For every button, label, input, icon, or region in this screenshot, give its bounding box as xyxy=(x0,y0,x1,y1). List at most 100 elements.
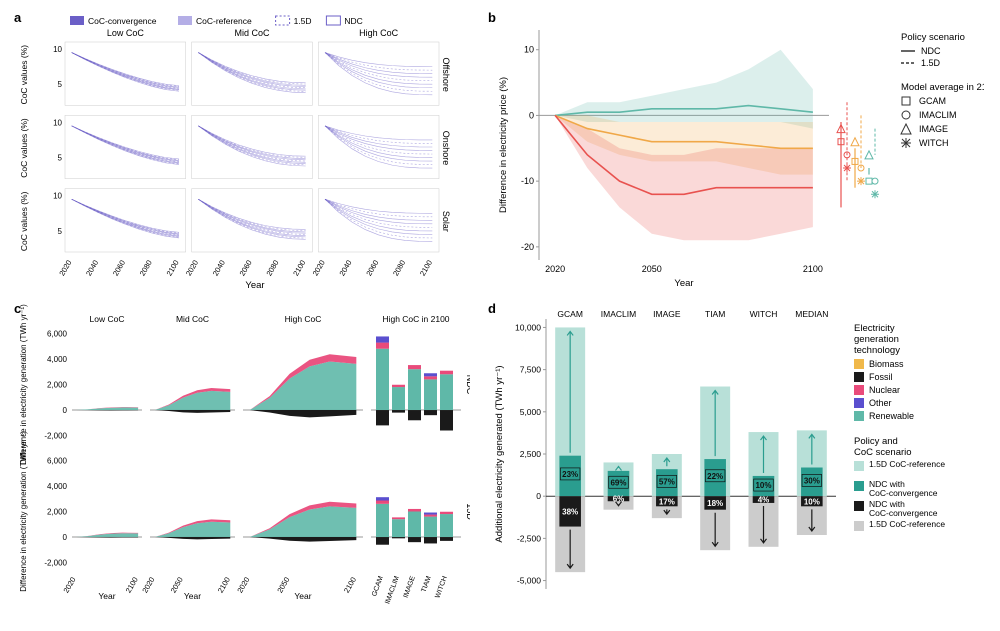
svg-text:4,000: 4,000 xyxy=(47,355,68,364)
svg-text:CoC scenario: CoC scenario xyxy=(854,447,912,458)
svg-text:Policy and: Policy and xyxy=(854,436,898,447)
svg-text:CoC-convergence: CoC-convergence xyxy=(88,16,157,26)
svg-text:WITCH: WITCH xyxy=(919,138,949,148)
svg-text:IMACLIM: IMACLIM xyxy=(384,575,401,605)
svg-text:2080: 2080 xyxy=(138,259,154,278)
svg-text:High CoC in 2100: High CoC in 2100 xyxy=(382,314,449,324)
svg-text:10: 10 xyxy=(524,45,534,55)
svg-text:2100: 2100 xyxy=(291,259,307,278)
svg-text:5: 5 xyxy=(58,154,63,163)
svg-text:10,000: 10,000 xyxy=(515,323,541,333)
svg-text:IMAGE: IMAGE xyxy=(654,309,682,319)
svg-text:-20: -20 xyxy=(521,242,534,252)
svg-text:10: 10 xyxy=(53,118,62,127)
svg-text:Year: Year xyxy=(294,591,311,601)
svg-text:10%: 10% xyxy=(756,481,772,490)
svg-text:2,000: 2,000 xyxy=(47,381,68,390)
svg-text:15D: 15D xyxy=(465,503,470,520)
svg-text:2050: 2050 xyxy=(642,264,662,274)
svg-text:Low CoC: Low CoC xyxy=(90,314,125,324)
svg-text:Nuclear: Nuclear xyxy=(869,385,900,395)
svg-text:2050: 2050 xyxy=(169,576,185,595)
svg-text:2020: 2020 xyxy=(235,576,251,595)
svg-text:17%: 17% xyxy=(659,497,675,506)
svg-text:6%: 6% xyxy=(613,495,625,504)
svg-text:TIAM: TIAM xyxy=(421,575,433,593)
svg-text:d: d xyxy=(488,301,496,316)
svg-text:-2,000: -2,000 xyxy=(44,559,67,568)
svg-text:-10: -10 xyxy=(521,176,534,186)
svg-text:2040: 2040 xyxy=(84,259,100,278)
svg-text:IMAGE: IMAGE xyxy=(919,124,948,134)
svg-text:6,000: 6,000 xyxy=(47,330,68,339)
svg-text:-2,500: -2,500 xyxy=(517,534,541,544)
svg-text:2020: 2020 xyxy=(545,264,565,274)
svg-text:2040: 2040 xyxy=(211,259,227,278)
svg-text:Year: Year xyxy=(184,591,201,601)
svg-text:GCAM: GCAM xyxy=(919,96,946,106)
svg-text:2020: 2020 xyxy=(184,259,200,278)
svg-text:4,000: 4,000 xyxy=(47,482,68,491)
svg-text:18%: 18% xyxy=(708,499,724,508)
svg-text:-2,000: -2,000 xyxy=(44,432,67,441)
svg-text:GCAM: GCAM xyxy=(558,309,584,319)
svg-text:1.5D: 1.5D xyxy=(921,58,941,68)
panel-c: cLow CoCMid CoCHigh CoCHigh CoC in 2100-… xyxy=(10,301,480,625)
svg-text:5: 5 xyxy=(58,80,63,89)
svg-text:2100: 2100 xyxy=(165,259,181,278)
svg-text:0: 0 xyxy=(537,491,542,501)
svg-text:5: 5 xyxy=(58,227,63,236)
svg-text:2060: 2060 xyxy=(111,259,127,278)
svg-text:CoC values (%): CoC values (%) xyxy=(19,191,29,251)
svg-text:2100: 2100 xyxy=(124,576,140,595)
svg-text:Difference in electricity pric: Difference in electricity price (%) xyxy=(498,77,509,213)
svg-text:IMACLIM: IMACLIM xyxy=(601,309,636,319)
svg-text:2100: 2100 xyxy=(418,259,434,278)
svg-text:10%: 10% xyxy=(804,497,820,506)
svg-text:2020: 2020 xyxy=(57,259,73,278)
svg-text:Additional electricity generat: Additional electricity generated (TWh yr… xyxy=(494,366,505,543)
panel-a: aCoC-convergenceCoC-reference1.5DNDC510L… xyxy=(10,10,480,297)
svg-text:2,000: 2,000 xyxy=(47,508,68,517)
svg-text:0: 0 xyxy=(529,110,534,120)
svg-text:4%: 4% xyxy=(758,496,770,505)
svg-text:Biomass: Biomass xyxy=(869,359,904,369)
svg-text:7,500: 7,500 xyxy=(520,365,542,375)
svg-text:2080: 2080 xyxy=(264,259,280,278)
svg-text:57%: 57% xyxy=(659,477,675,486)
svg-text:NDC: NDC xyxy=(465,375,470,395)
svg-text:TIAM: TIAM xyxy=(705,309,725,319)
svg-text:30%: 30% xyxy=(804,477,820,486)
svg-text:5,000: 5,000 xyxy=(520,407,542,417)
svg-text:Year: Year xyxy=(675,278,694,289)
svg-text:2060: 2060 xyxy=(238,259,254,278)
svg-text:-5,000: -5,000 xyxy=(517,576,541,586)
svg-text:2,500: 2,500 xyxy=(520,449,542,459)
svg-text:2040: 2040 xyxy=(337,259,353,278)
svg-text:High CoC: High CoC xyxy=(285,314,322,324)
svg-text:Other: Other xyxy=(869,398,892,408)
panel-b: b-20-10010202020502100Difference in elec… xyxy=(484,10,994,297)
svg-text:CoC values (%): CoC values (%) xyxy=(19,45,29,105)
svg-text:1.5D CoC-reference: 1.5D CoC-reference xyxy=(869,459,945,469)
svg-text:22%: 22% xyxy=(708,472,724,481)
svg-text:IMAGE: IMAGE xyxy=(403,575,417,599)
svg-text:Renewable: Renewable xyxy=(869,411,914,421)
svg-text:CoC-convergence: CoC-convergence xyxy=(869,488,938,498)
svg-text:23%: 23% xyxy=(563,470,579,479)
svg-text:Onshore: Onshore xyxy=(441,131,451,166)
svg-text:Year: Year xyxy=(98,591,115,601)
panel-d: d -5,000 -2,500 0 2,500 5,000 7,500 10,000 Addit… xyxy=(484,301,994,625)
svg-text:Fossil: Fossil xyxy=(869,372,893,382)
svg-text:Difference in electricity gene: Difference in electricity generation (TW… xyxy=(19,431,28,592)
svg-text:2080: 2080 xyxy=(391,259,407,278)
svg-text:10: 10 xyxy=(53,45,62,54)
svg-text:WITCH: WITCH xyxy=(434,575,448,599)
svg-text:WITCH: WITCH xyxy=(750,309,778,319)
svg-text:1.5D CoC-reference: 1.5D CoC-reference xyxy=(869,519,945,529)
svg-text:2100: 2100 xyxy=(342,576,358,595)
svg-text:technology: technology xyxy=(854,345,900,356)
svg-text:2100: 2100 xyxy=(216,576,232,595)
svg-text:2020: 2020 xyxy=(140,576,156,595)
svg-text:GCAM: GCAM xyxy=(371,575,385,597)
